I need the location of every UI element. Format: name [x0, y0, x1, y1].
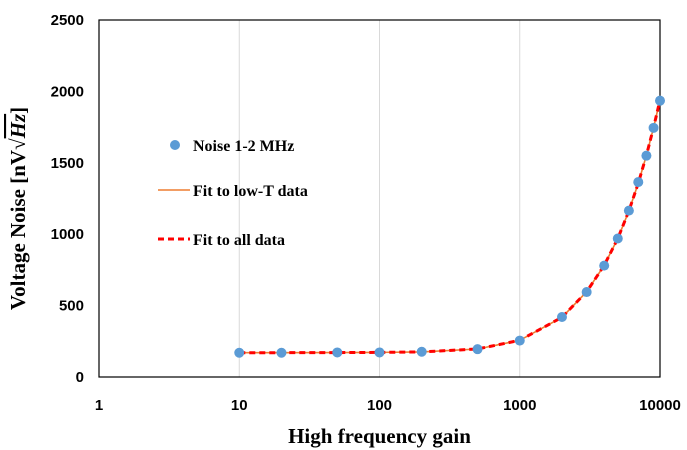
- y-axis-title-hz: Hz: [6, 113, 30, 139]
- noise-data-point: [276, 347, 287, 358]
- y-axis-title: Voltage Noise [nV√Hz]: [6, 107, 30, 310]
- y-tick-label: 2500: [51, 12, 84, 29]
- legend-label: Fit to all data: [193, 232, 285, 249]
- y-tick-label: 0: [76, 369, 84, 386]
- x-tick-label: 10000: [639, 397, 681, 414]
- noise-data-point: [472, 344, 483, 355]
- noise-data-point: [581, 287, 592, 298]
- noise-data-point: [599, 260, 610, 271]
- x-tick-label: 100: [367, 397, 392, 414]
- noise-data-point: [612, 233, 623, 244]
- noise-data-point: [623, 205, 634, 216]
- noise-data-point: [655, 95, 665, 106]
- y-axis-title-main: Voltage Noise [nV: [6, 150, 30, 310]
- x-tick-label: 1000: [503, 397, 536, 414]
- tick-labels: 1 10 100 1000 10000 0 500 1000 1500 2000 2500: [51, 12, 681, 414]
- legend-label: Fit to low-T data: [193, 183, 308, 200]
- fit-all-data-line: [239, 99, 662, 355]
- y-axis-title-end: ]: [6, 107, 30, 114]
- noise-data-point: [332, 347, 343, 358]
- noise-data-point: [641, 150, 652, 161]
- y-tick-label: 1500: [51, 155, 84, 172]
- y-tick-label: 500: [59, 298, 84, 315]
- x-tick-label: 10: [231, 397, 248, 414]
- plot-area-frame: [98, 19, 661, 378]
- x-tick-label: 1: [95, 397, 103, 414]
- x-axis-title: High frequency gain: [288, 424, 471, 448]
- legend-label: Noise 1-2 MHz: [193, 138, 294, 155]
- noise-data-point: [648, 122, 659, 133]
- legend-marker-noise: [170, 140, 180, 150]
- y-tick-label: 2000: [51, 83, 84, 100]
- noise-data-point: [556, 312, 567, 323]
- data-series: [234, 95, 665, 358]
- noise-data-point: [234, 347, 245, 358]
- legend: Noise 1-2 MHz Fit to low-T data Fit to all…: [158, 138, 308, 249]
- noise-data-point: [374, 347, 385, 358]
- noise-data-point: [416, 346, 427, 357]
- y-tick-label: 1000: [51, 226, 84, 243]
- y-axis-title-root: √: [6, 138, 30, 150]
- noise-data-point: [633, 177, 644, 188]
- noise-data-point: [514, 335, 525, 346]
